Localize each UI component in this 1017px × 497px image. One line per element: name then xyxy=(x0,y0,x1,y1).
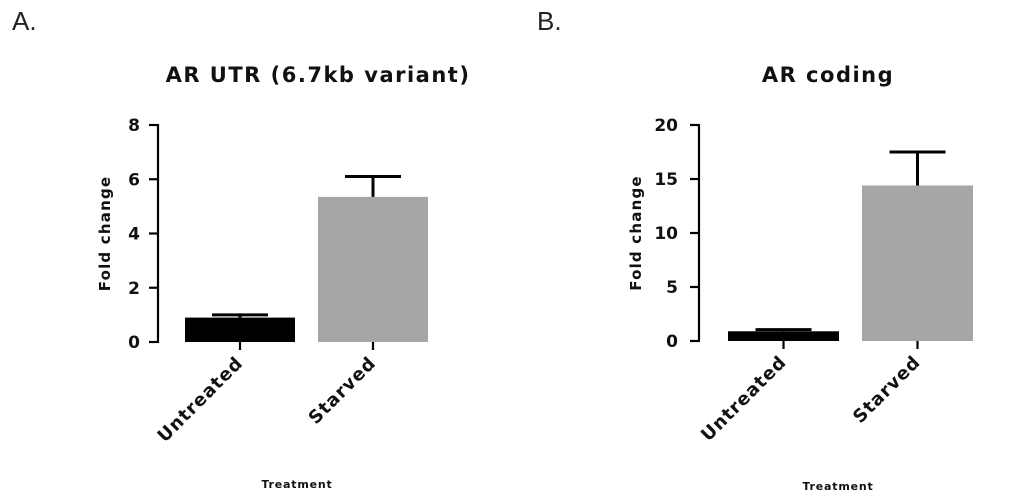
y-tick-label: 5 xyxy=(666,278,678,298)
y-tick-label: 8 xyxy=(128,116,140,136)
chart-panel-b: B. AR coding 0 5 10 15 20 Fold change Untreated S… xyxy=(537,6,973,493)
y-tick-label: 10 xyxy=(654,224,678,244)
y-tick-label: 20 xyxy=(654,116,678,136)
y-tick-label: 0 xyxy=(666,332,678,352)
y-tick-label: 15 xyxy=(654,170,678,190)
y-axis-label: Fold change xyxy=(96,176,114,292)
x-category-label: Untreated xyxy=(697,352,791,446)
x-category-label: Starved xyxy=(849,352,925,428)
y-tick-label: 6 xyxy=(128,170,140,190)
chart-title: AR UTR (6.7kb variant) xyxy=(166,63,471,87)
chart-title: AR coding xyxy=(762,63,894,87)
y-tick-label: 2 xyxy=(128,279,140,299)
bar-starved xyxy=(318,196,428,342)
y-tick-label: 0 xyxy=(128,333,140,353)
x-category-label: Starved xyxy=(305,353,381,429)
y-tick-label: 4 xyxy=(128,225,140,245)
x-axis-label: Treatment xyxy=(802,480,873,493)
y-axis-label: Fold change xyxy=(627,175,645,291)
x-axis-label: Treatment xyxy=(261,478,332,491)
panel-letter: B. xyxy=(537,6,562,36)
chart-panel-a: A. AR UTR (6.7kb variant) 0 2 4 6 8 Fold change… xyxy=(12,6,471,491)
bar-untreated xyxy=(728,331,839,341)
bar-starved xyxy=(862,185,973,341)
x-category-label: Untreated xyxy=(154,353,248,447)
bar-untreated xyxy=(185,317,295,342)
panel-letter: A. xyxy=(12,6,37,36)
